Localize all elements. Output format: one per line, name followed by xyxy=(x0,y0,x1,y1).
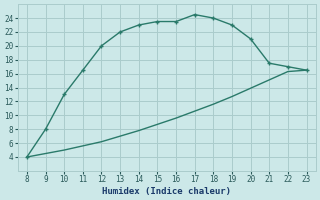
X-axis label: Humidex (Indice chaleur): Humidex (Indice chaleur) xyxy=(102,187,231,196)
